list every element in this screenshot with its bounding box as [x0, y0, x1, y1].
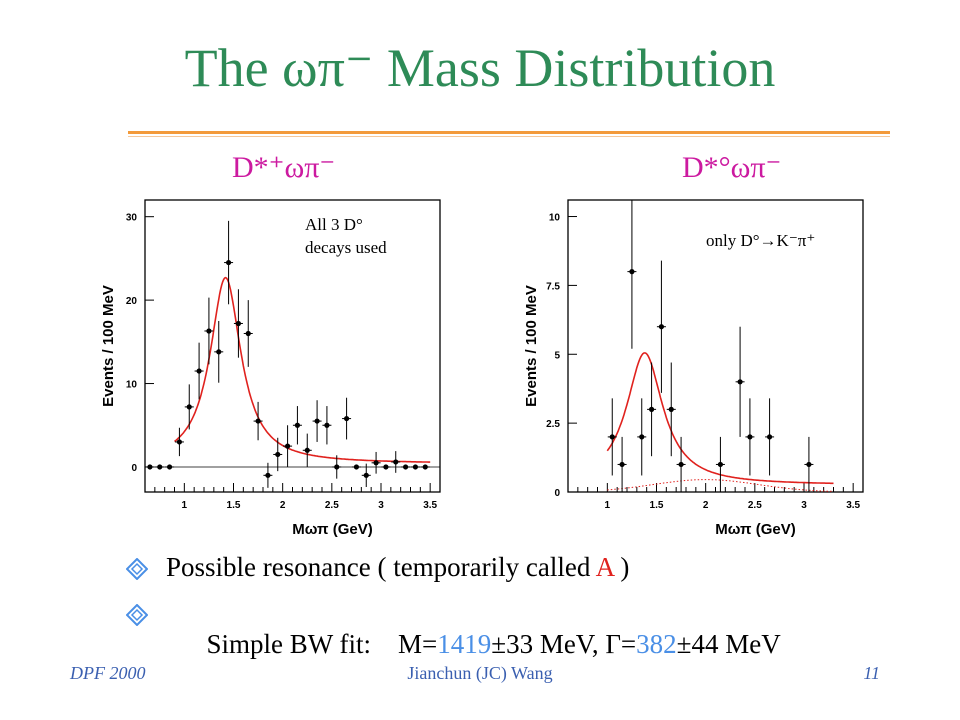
data-point	[747, 434, 753, 440]
data-point	[304, 447, 310, 453]
y-axis-label: Events / 100 MeV	[100, 285, 117, 407]
bullet-part: Possible resonance ( temporarily called	[166, 552, 596, 582]
chart-annotation: All 3 D°	[305, 215, 363, 234]
bullet-item-fit: Simple BW fit: M=1419±33 MeV, Γ=382±44 M…	[120, 598, 900, 659]
x-tick-label: 1.5	[650, 500, 664, 511]
data-point	[363, 472, 369, 478]
bullet-highlight-a: A	[595, 552, 614, 582]
y-tick-label: 7.5	[546, 281, 560, 292]
x-tick-label: 3.5	[423, 500, 437, 511]
data-point	[343, 415, 350, 422]
y-tick-label: 0	[554, 488, 560, 499]
x-tick-label: 1.5	[227, 500, 241, 511]
fit-width-value: 382	[636, 629, 677, 659]
x-tick-label: 2	[280, 500, 286, 511]
data-point	[284, 443, 291, 449]
x-axis-label: Mωπ (GeV)	[715, 521, 795, 538]
y-tick-label: 5	[554, 350, 560, 361]
data-point	[157, 464, 163, 470]
footer-page-number: 11	[863, 663, 880, 683]
chart-right: 1 1.5 2 2.5 3 3.5 0 2.5 5 7.5 10 Events / 100 MeV Mω…	[523, 199, 864, 538]
y-tick-label: 10	[126, 380, 138, 391]
y-tick-label: 30	[126, 213, 138, 224]
data-point	[806, 461, 812, 468]
data-point	[353, 464, 360, 470]
data-point	[412, 464, 419, 470]
chart-left-label: D*⁺ωπ⁻	[232, 151, 336, 184]
x-tick-label: 1	[182, 500, 188, 511]
data-point	[402, 464, 409, 470]
x-tick-label: 3	[801, 500, 807, 511]
bullet-list: Possible resonance ( temporarily called …	[120, 552, 900, 659]
data-point	[422, 464, 428, 470]
chart-annotation: decays used	[305, 238, 387, 257]
data-point	[383, 464, 389, 470]
data-point	[275, 451, 281, 458]
x-tick-label: 2.5	[748, 500, 762, 511]
bullet-text: Possible resonance ( temporarily called …	[166, 552, 629, 583]
y-tick-label: 20	[126, 296, 138, 307]
plot-frame	[144, 199, 441, 493]
data-point	[166, 464, 173, 470]
data-point	[658, 324, 665, 330]
data-point	[639, 434, 645, 440]
bullet-part: ±33 MeV, Γ=	[491, 629, 637, 659]
data-point	[186, 404, 192, 410]
data-point	[717, 461, 724, 468]
x-tick-label: 2	[703, 500, 709, 511]
data-point	[196, 368, 202, 374]
title-underline-thin	[128, 136, 890, 137]
chart-left: 1 1.5 2 2.5 3 3.5 0 10 20 30 Events / 100 MeV Mωπ (…	[100, 199, 441, 538]
x-tick-label: 3	[378, 500, 384, 511]
data-point	[609, 434, 615, 440]
footer-author: Jianchun (JC) Wang	[407, 663, 553, 683]
bullet-part: Simple BW fit: M=	[206, 629, 438, 659]
x-tick-label: 1	[605, 500, 611, 511]
data-point	[737, 379, 743, 385]
diamond-bullet-icon	[126, 604, 148, 626]
y-tick-label: 2.5	[546, 419, 560, 430]
footer-conference: DPF 2000	[70, 663, 146, 683]
fit-mass-value: 1419	[437, 629, 492, 659]
slide-title: The ωπ⁻ Mass Distribution	[184, 38, 776, 98]
data-point	[678, 461, 684, 468]
data-point	[766, 434, 773, 440]
data-point	[245, 330, 251, 337]
data-point	[334, 464, 340, 470]
x-tick-label: 3.5	[846, 500, 860, 511]
data-point	[314, 418, 320, 424]
data-point	[147, 464, 153, 470]
data-point	[373, 460, 379, 466]
data-point	[648, 406, 655, 412]
bullet-part: ±44 MeV	[676, 629, 781, 659]
background-curve	[607, 479, 834, 492]
title-underline	[128, 131, 890, 134]
y-tick-label: 10	[549, 213, 561, 224]
x-tick-label: 2.5	[325, 500, 339, 511]
data-point	[393, 459, 399, 465]
bullet-text: Simple BW fit: M=1419±33 MeV, Γ=382±44 M…	[166, 598, 781, 691]
data-point	[294, 422, 301, 428]
data-point	[225, 259, 232, 266]
y-axis-label: Events / 100 MeV	[523, 285, 540, 407]
data-point	[206, 328, 212, 334]
data-point	[216, 349, 222, 355]
y-tick-label: 0	[131, 463, 137, 474]
data-point	[324, 422, 330, 428]
data-point	[668, 406, 674, 412]
bullet-part: )	[613, 552, 630, 582]
diamond-bullet-icon	[126, 558, 148, 580]
data-point	[619, 461, 625, 468]
data-point	[176, 439, 183, 445]
data-point	[235, 320, 242, 327]
chart-annotation: only D°→K⁻π⁺	[706, 231, 815, 250]
bullet-item-resonance: Possible resonance ( temporarily called …	[120, 552, 900, 598]
chart-right-label: D*°ωπ⁻	[682, 151, 782, 184]
data-point	[629, 269, 635, 275]
x-axis-label: Mωπ (GeV)	[292, 521, 372, 538]
data-point	[255, 418, 261, 424]
data-point	[265, 472, 271, 478]
fit-curve	[174, 276, 431, 463]
